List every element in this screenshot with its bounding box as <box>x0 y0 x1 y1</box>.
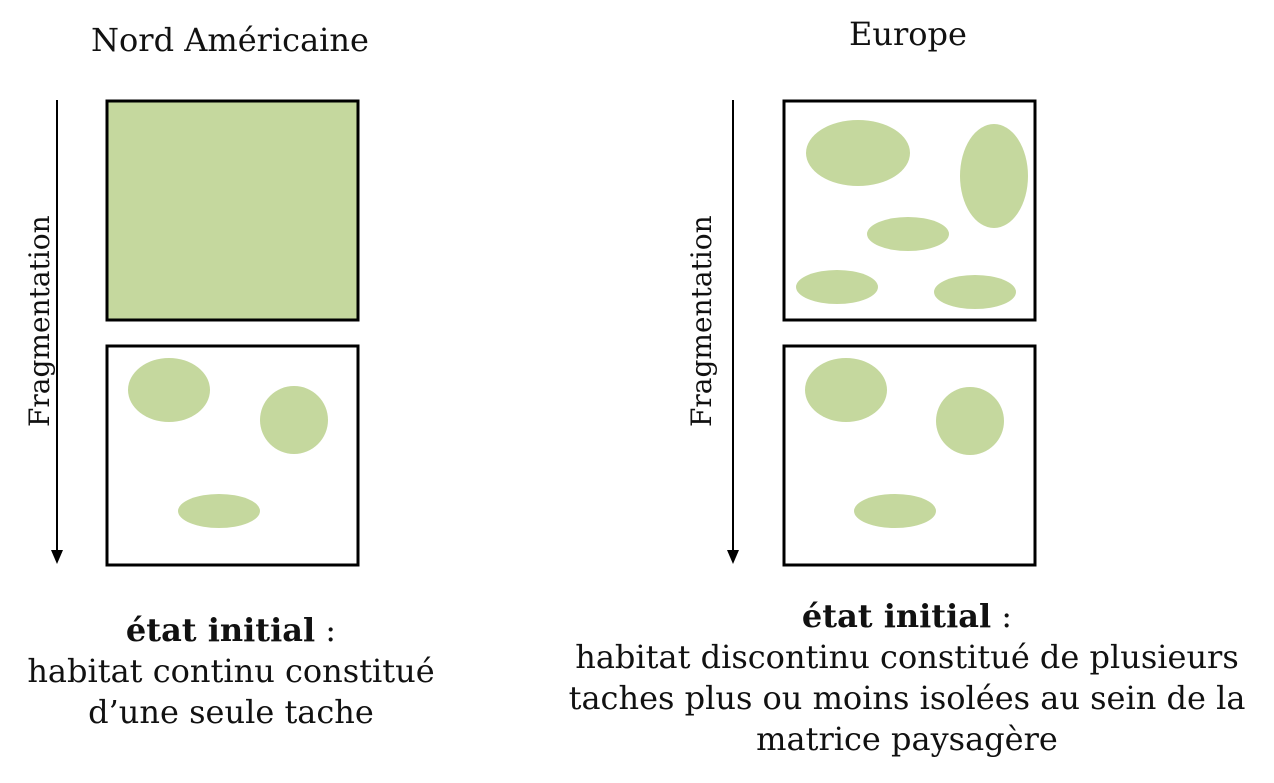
fragmented-habitat-box-europe <box>782 344 1037 567</box>
caption-separator: : <box>991 597 1013 635</box>
habitat-patch <box>260 386 328 454</box>
caption-heading-line: état initial : <box>540 596 1274 637</box>
caption-line: habitat continu constitué <box>27 652 435 690</box>
habitat-patch <box>934 275 1016 309</box>
fragmentation-arrow-left <box>51 100 63 564</box>
fragmented-habitat-box-north-america <box>105 344 360 567</box>
caption-separator: : <box>315 611 337 649</box>
caption-line: d’une seule tache <box>88 693 374 731</box>
habitat-patch <box>128 358 210 422</box>
caption-heading: état initial <box>801 597 992 635</box>
caption-heading: état initial <box>125 611 316 649</box>
habitat-patch <box>805 358 887 422</box>
caption-heading-line: état initial : <box>0 610 462 651</box>
continuous-habitat-box <box>105 99 360 322</box>
habitat-patch <box>854 494 936 528</box>
fragmentation-arrow-right <box>727 100 739 564</box>
habitat-patch <box>867 217 949 251</box>
habitat-patch <box>796 270 878 304</box>
caption-north-america: état initial : habitat continu constitué… <box>0 610 462 733</box>
caption-line: taches plus ou moins isolées au sein de … <box>568 679 1246 717</box>
caption-europe: état initial : habitat discontinu consti… <box>540 596 1274 760</box>
habitat-patch <box>178 494 260 528</box>
caption-line: habitat discontinu constitué de plusieur… <box>575 638 1239 676</box>
habitat-patch <box>960 124 1028 228</box>
panel-title-europe: Europe <box>849 15 967 53</box>
habitat-patch <box>936 387 1004 455</box>
caption-line: matrice paysagère <box>756 720 1058 758</box>
discontinuous-habitat-box-europe <box>782 99 1037 322</box>
panel-title-north-america: Nord Américaine <box>91 21 369 59</box>
habitat-patch <box>806 120 910 186</box>
